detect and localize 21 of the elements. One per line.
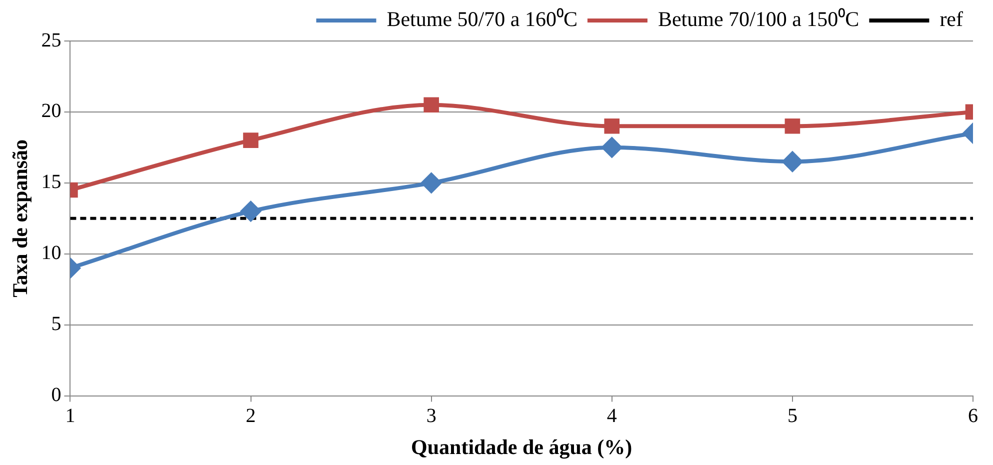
x-tick-label: 4 — [606, 405, 617, 428]
y-tick-label: 0 — [51, 384, 62, 406]
y-axis-title: Taxa de expansão — [8, 139, 32, 298]
y-tick-label: 25 — [41, 29, 62, 52]
point — [421, 172, 442, 193]
y-tick-label: 20 — [41, 100, 62, 122]
x-tick-label: 3 — [426, 405, 436, 428]
point — [424, 97, 439, 113]
x-tick-label: 5 — [787, 405, 798, 428]
y-tick-label: 15 — [41, 171, 62, 194]
x-tick-label: 6 — [968, 405, 978, 428]
legend-label: Betume 70/100 a 150⁰C — [658, 7, 860, 32]
point — [602, 137, 622, 158]
legend-label: Betume 50/70 a 160⁰C — [386, 7, 578, 32]
legend-label: ref — [940, 7, 964, 32]
y-tick-label: 5 — [51, 313, 62, 336]
point — [604, 118, 620, 134]
y-tick-label: 10 — [41, 242, 62, 264]
x-tick-label: 2 — [246, 405, 256, 428]
x-tick-label: 1 — [65, 405, 76, 428]
x-axis-title: Quantidade de água (%) — [411, 434, 632, 459]
